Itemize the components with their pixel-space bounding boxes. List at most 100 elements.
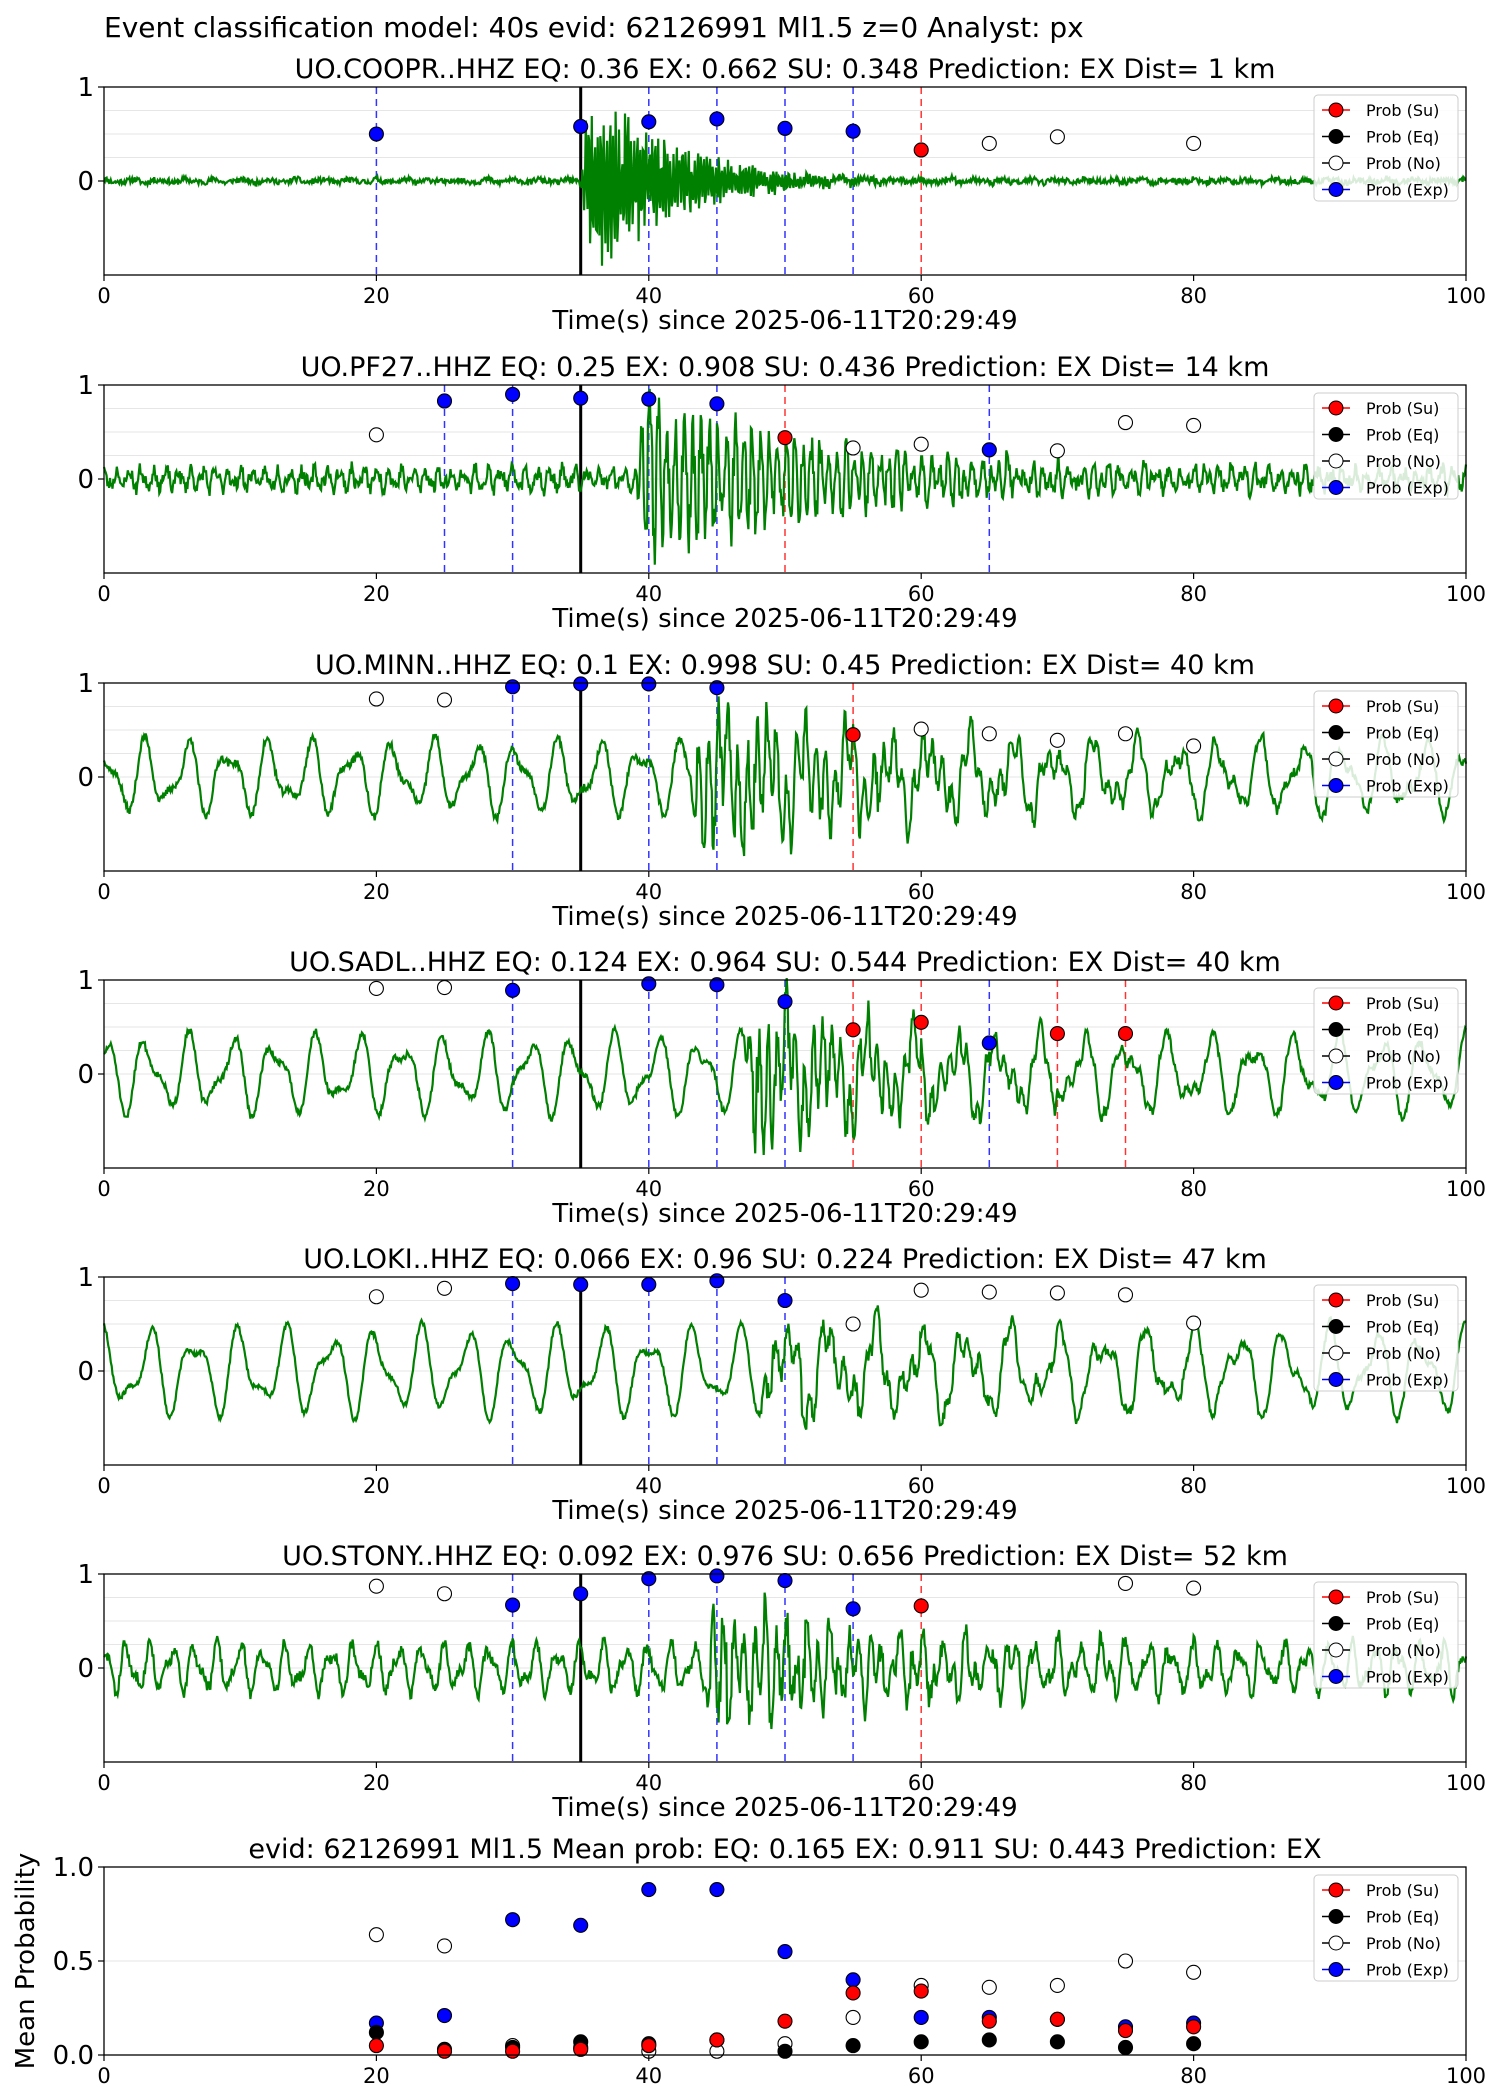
axes-frame [103, 1573, 1467, 1763]
x-tick-label: 60 [908, 880, 935, 904]
prob-marker-no [368, 1289, 384, 1305]
legend-marker-exp [1328, 778, 1344, 793]
axes-frame [103, 384, 1467, 574]
prob-marker-exp [641, 676, 657, 692]
y-tick-label: 1 [77, 371, 94, 401]
legend-marker-exp [1328, 1075, 1344, 1090]
legend-label: Prob (Su) [1366, 1588, 1439, 1607]
x-tick-label: 60 [908, 1177, 935, 1201]
prob-marker-no [1049, 443, 1065, 459]
panel-title: UO.MINN..HHZ EQ: 0.1 EX: 0.998 SU: 0.45 … [315, 650, 1255, 681]
legend-label: Prob (No) [1366, 452, 1441, 471]
panel-title: UO.STONY..HHZ EQ: 0.092 EX: 0.976 SU: 0.… [282, 1541, 1288, 1572]
x-tick-label: 80 [1180, 1177, 1207, 1201]
x-axis-label: Time(s) since 2025-06-11T20:29:49 [551, 604, 1017, 634]
prob-marker-no [981, 726, 997, 742]
legend-marker-su [1328, 400, 1344, 416]
y-axis-label: Mean Probability [11, 1853, 41, 2070]
mean-marker-eq [981, 2032, 997, 2048]
x-tick-label: 0 [97, 582, 110, 606]
legend-label: Prob (Eq) [1366, 724, 1439, 743]
y-tick-label: 1 [77, 1263, 94, 1293]
legend-marker-no [1328, 1048, 1344, 1064]
prob-marker-su [845, 727, 861, 743]
x-tick-label: 0 [97, 880, 110, 904]
y-tick-label: 1 [77, 669, 94, 699]
prob-marker-exp [709, 111, 725, 127]
legend-box [1313, 690, 1459, 798]
x-tick-label: 60 [908, 2064, 935, 2088]
prob-marker-exp [573, 390, 589, 406]
station-panel: UO.MINN..HHZ EQ: 0.1 EX: 0.998 SU: 0.45 … [77, 650, 1486, 932]
mean-marker-no [1117, 1953, 1134, 1969]
prob-marker-exp [436, 393, 453, 409]
prob-marker-exp [641, 114, 657, 130]
legend-label: Prob (Exp) [1366, 1961, 1449, 1980]
mean-marker-su [777, 2013, 793, 2029]
prob-marker-no [436, 1280, 453, 1296]
prob-marker-no [368, 1578, 384, 1594]
prob-marker-exp [573, 118, 589, 135]
legend-marker-no [1328, 1345, 1344, 1361]
legend-marker-no [1328, 453, 1344, 469]
station-panel: UO.SADL..HHZ EQ: 0.124 EX: 0.964 SU: 0.5… [77, 947, 1486, 1229]
prob-marker-exp [777, 1292, 793, 1309]
prob-marker-exp [641, 976, 657, 992]
y-tick-label: 1 [77, 966, 94, 996]
x-tick-label: 60 [908, 1474, 935, 1498]
x-tick-label: 80 [1180, 880, 1207, 904]
x-tick-label: 80 [1180, 1771, 1207, 1795]
prob-marker-no [1186, 738, 1202, 754]
station-panel: UO.COOPR..HHZ EQ: 0.36 EX: 0.662 SU: 0.3… [77, 54, 1486, 336]
mean-marker-su [368, 2038, 384, 2054]
legend-label: Prob (No) [1366, 154, 1441, 173]
x-tick-label: 20 [363, 582, 390, 606]
mean-marker-eq [1186, 2036, 1202, 2052]
x-tick-label: 60 [908, 1771, 935, 1795]
x-axis-label: Time(s) since 2025-06-11T20:29:49 [551, 1199, 1017, 1229]
y-tick-label: 0.0 [53, 2041, 94, 2071]
mean-marker-exp [573, 1917, 589, 1933]
prob-marker-su [845, 1022, 861, 1038]
legend-marker-exp [1328, 182, 1344, 197]
legend-marker-no [1328, 1642, 1344, 1658]
mean-marker-exp [641, 1882, 657, 1898]
x-tick-label: 80 [1180, 284, 1207, 308]
legend-label: Prob (No) [1366, 1934, 1441, 1953]
legend-label: Prob (Su) [1366, 399, 1439, 418]
prob-marker-no [913, 1282, 929, 1298]
legend-box [1313, 987, 1459, 1095]
legend-label: Prob (Su) [1366, 697, 1439, 716]
legend-label: Prob (Su) [1366, 994, 1439, 1013]
mean-marker-no [1186, 1964, 1202, 1980]
x-axis-label: Time(s) since 2025-06-11T20:29:49 [551, 1793, 1017, 1823]
mean-marker-exp [845, 1972, 861, 1988]
legend-marker-eq [1328, 1022, 1344, 1037]
panel-title: UO.PF27..HHZ EQ: 0.25 EX: 0.908 SU: 0.43… [301, 352, 1270, 383]
x-tick-label: 20 [363, 1177, 390, 1201]
mean-probability-panel: evid: 62126991 Ml1.5 Mean prob: EQ: 0.16… [11, 1834, 1486, 2088]
legend-marker-su [1328, 698, 1344, 714]
legend-marker-exp [1328, 1669, 1344, 1684]
legend-marker-su [1328, 1882, 1344, 1898]
legend-box [1313, 392, 1459, 500]
prob-marker-no [436, 1586, 453, 1602]
y-tick-label: 0 [77, 1060, 94, 1090]
prob-marker-no [436, 692, 453, 708]
legend-marker-su [1328, 995, 1344, 1011]
mean-marker-eq [913, 2034, 929, 2050]
legend-label: Prob (Exp) [1366, 1371, 1449, 1390]
x-tick-label: 0 [97, 284, 110, 308]
legend-label: Prob (Exp) [1366, 1074, 1449, 1093]
x-tick-label: 20 [363, 1474, 390, 1498]
x-tick-label: 0 [97, 1771, 110, 1795]
legend-marker-su [1328, 1292, 1344, 1308]
prob-marker-exp [777, 1573, 793, 1589]
legend-marker-no [1328, 751, 1344, 767]
legend-marker-eq [1328, 1319, 1344, 1334]
prob-marker-no [913, 721, 929, 737]
x-tick-label: 100 [1446, 880, 1486, 904]
mean-marker-su [709, 2032, 725, 2048]
x-tick-label: 80 [1180, 2064, 1207, 2088]
legend-label: Prob (No) [1366, 1047, 1441, 1066]
